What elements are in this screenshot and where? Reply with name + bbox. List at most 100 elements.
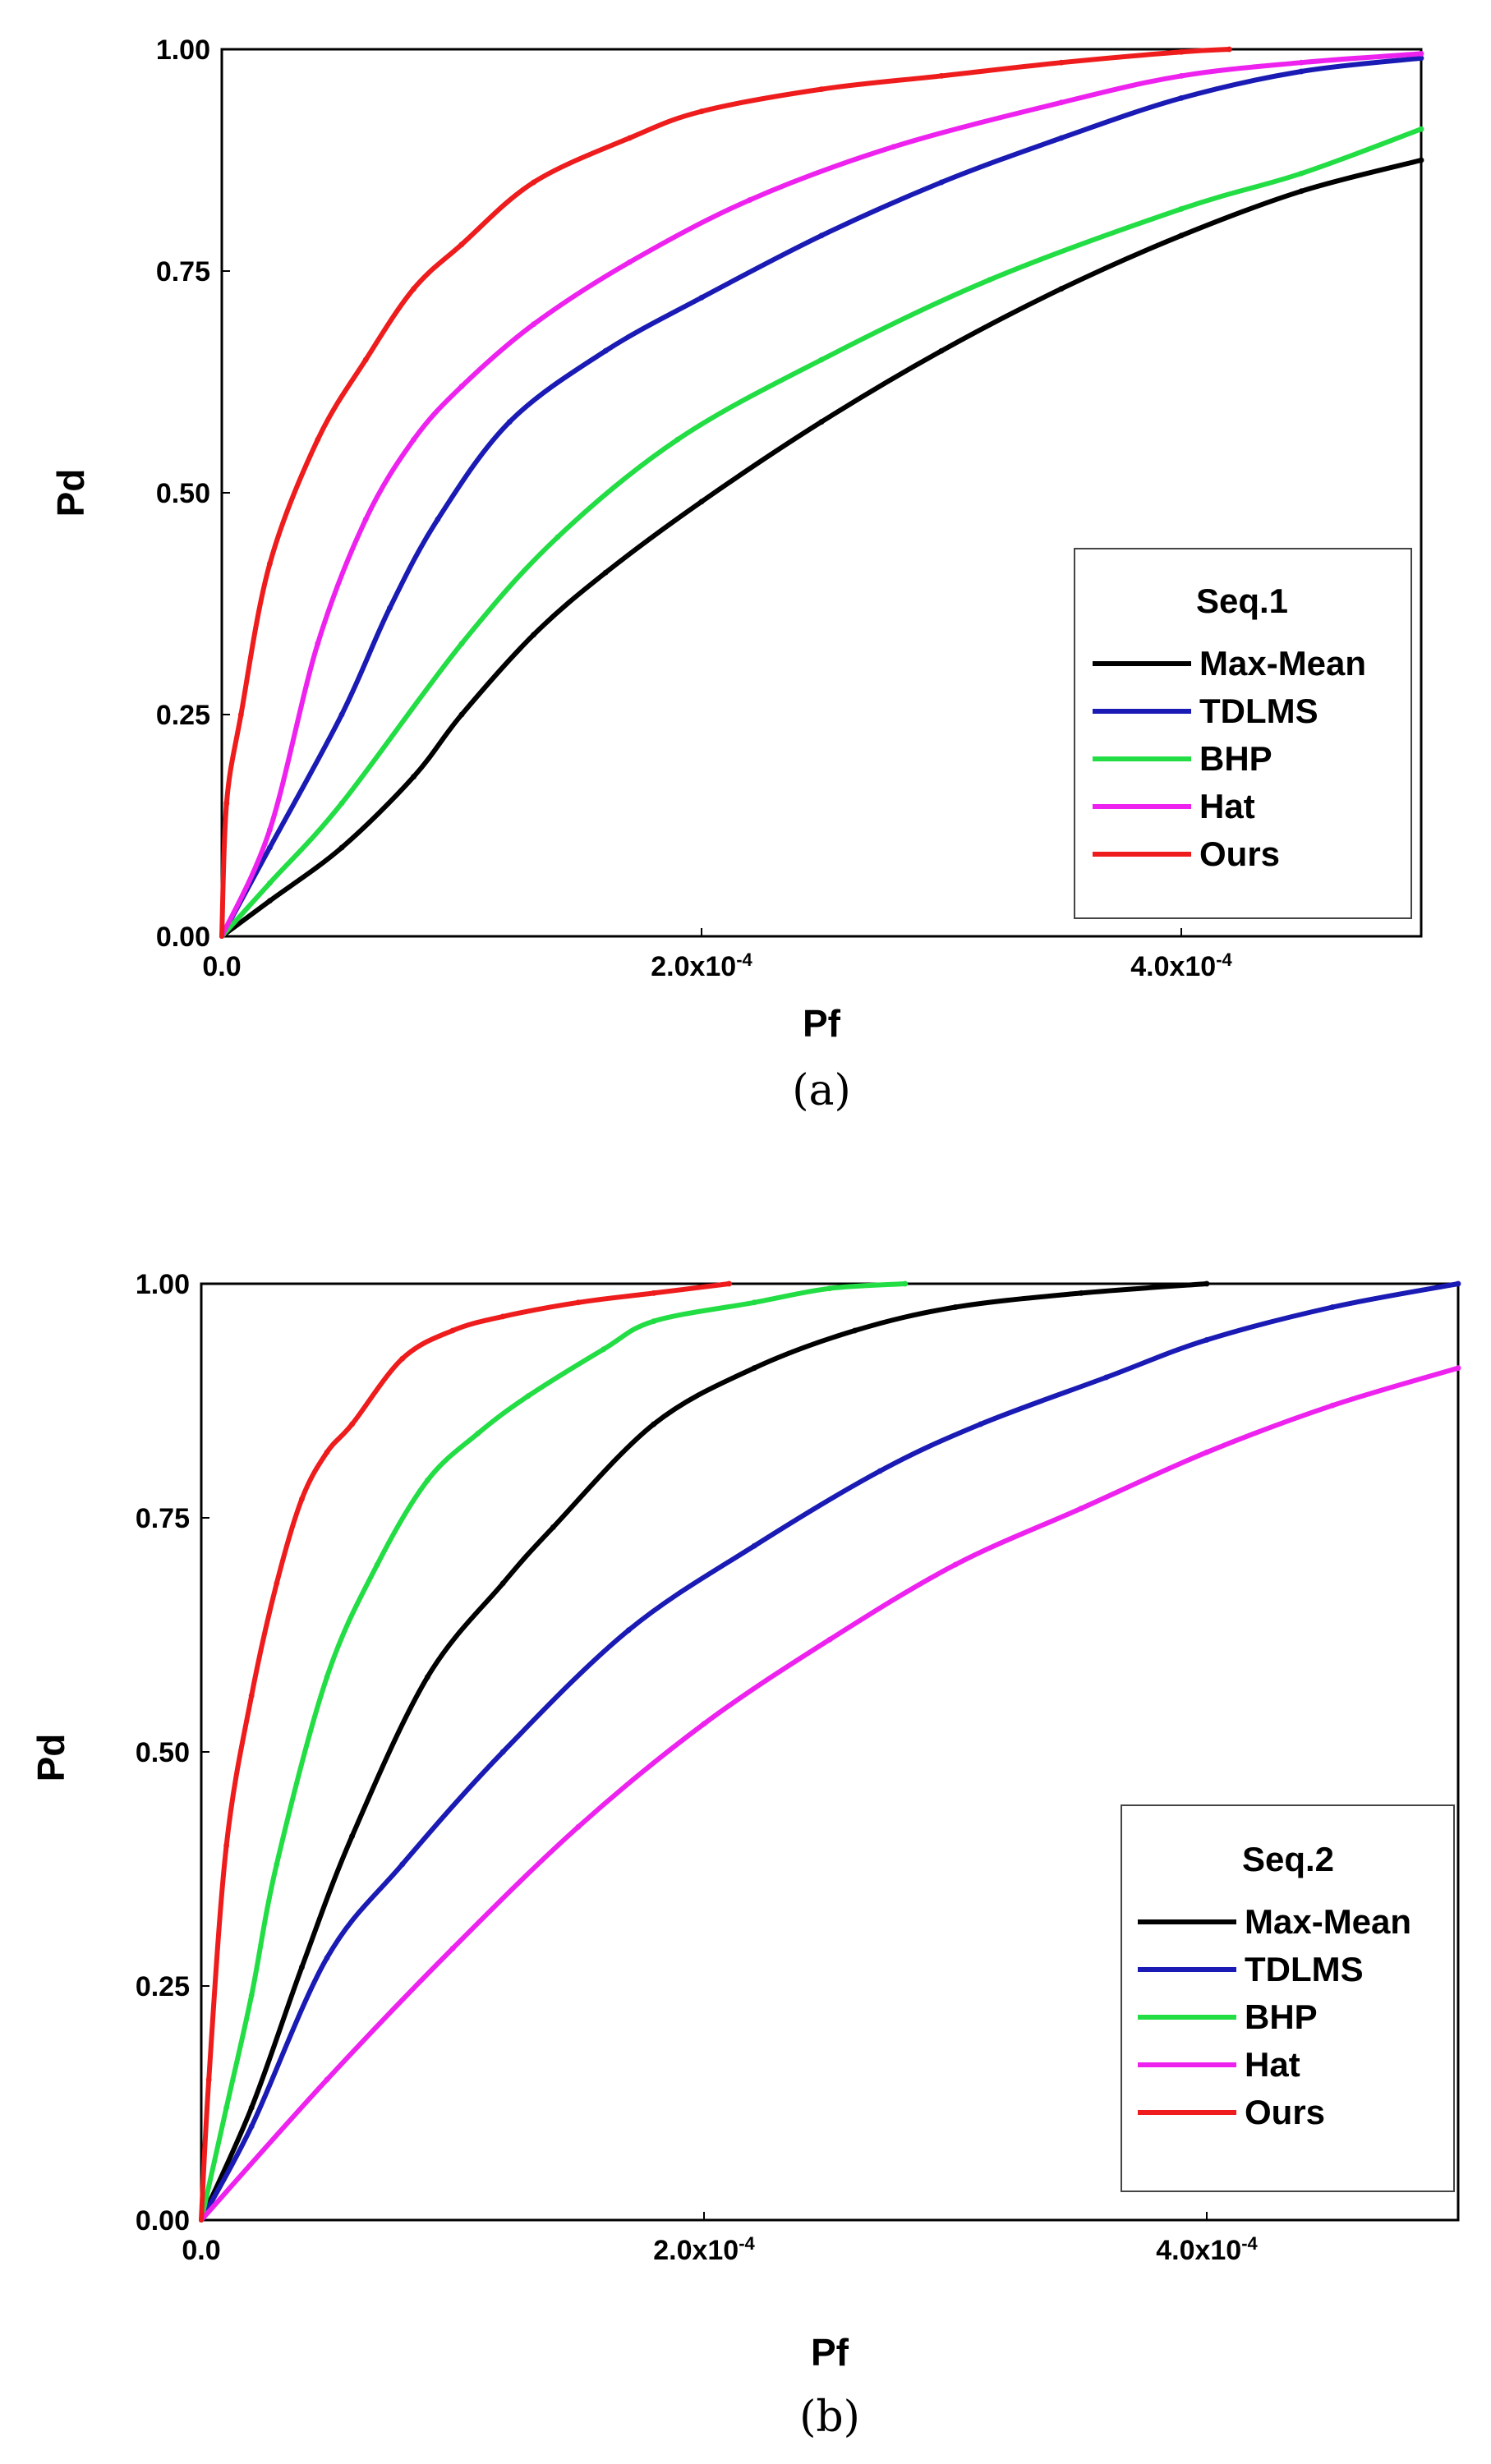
panel-label: (b) xyxy=(799,2393,860,2442)
data-point-ours xyxy=(223,800,230,807)
series-lines xyxy=(219,46,1424,939)
data-point-bhp xyxy=(1298,170,1305,177)
data-point-tdlms xyxy=(1455,1280,1461,1287)
x-tick-label: 2.0x10-4 xyxy=(651,949,752,983)
data-point-ours xyxy=(324,1449,330,1455)
data-point-max-mean xyxy=(952,1304,959,1310)
data-point-tdlms xyxy=(1058,135,1065,141)
data-point-ours xyxy=(223,1842,230,1849)
x-tick-label: 4.0x10-4 xyxy=(1156,2233,1258,2267)
data-point-tdlms xyxy=(1203,1336,1210,1343)
data-point-tdlms xyxy=(938,179,945,186)
x-ticks: 0.0 2.0x10-4 4.0x10-4 xyxy=(202,928,1233,983)
data-point-hat xyxy=(626,259,633,265)
data-point-max-mean xyxy=(1058,286,1065,292)
data-point-ours xyxy=(248,1693,255,1699)
data-point-ours xyxy=(274,1580,280,1587)
series-line-hat xyxy=(199,1365,1461,2223)
data-point-tdlms xyxy=(698,294,705,301)
legend: Seq.2 Max-Mean TDLMS BHP Hat Ours xyxy=(1121,1804,1455,2192)
y-tick-label: 0.00 xyxy=(156,922,210,953)
data-point-tdlms xyxy=(324,1955,330,1961)
data-point-ours xyxy=(298,1496,305,1502)
data-point-ours xyxy=(726,1280,733,1287)
legend-title: Seq.2 xyxy=(1242,1840,1334,1878)
data-point-bhp xyxy=(1418,126,1424,132)
data-point-ours xyxy=(266,560,273,567)
data-point-bhp xyxy=(902,1280,909,1287)
data-point-tdlms xyxy=(1298,68,1305,75)
legend-title: Seq.1 xyxy=(1196,582,1288,620)
data-point-tdlms xyxy=(818,232,825,239)
data-point-tdlms xyxy=(338,711,345,718)
data-point-hat xyxy=(531,321,537,328)
data-point-max-mean xyxy=(499,1580,506,1587)
legend-box xyxy=(1121,1804,1455,2192)
data-point-hat xyxy=(458,383,465,389)
y-tick-label: 1.00 xyxy=(156,34,210,66)
data-point-hat xyxy=(1078,1506,1084,1512)
data-point-bhp xyxy=(424,1477,430,1483)
x-tick-label: 2.0x10-4 xyxy=(653,2233,755,2267)
data-point-hat xyxy=(449,1945,456,1951)
data-point-max-mean xyxy=(531,632,537,638)
data-point-max-mean xyxy=(458,711,465,718)
legend-label-ours: Ours xyxy=(1245,2093,1325,2131)
data-point-tdlms xyxy=(506,419,513,425)
legend-label-max-mean: Max-Mean xyxy=(1245,1902,1411,1941)
series-line-ours xyxy=(199,1281,732,2223)
legend-label-bhp: BHP xyxy=(1199,739,1272,778)
y-tick-label: 0.00 xyxy=(136,2205,190,2236)
data-point-hat xyxy=(952,1561,959,1568)
chart-panel-a: 0.00 0.25 0.50 0.75 1.00 0.0 2.0x10-4 4.0x10-4… xyxy=(49,34,1424,1115)
data-point-ours xyxy=(818,86,825,93)
data-point-bhp xyxy=(223,2104,230,2111)
data-point-hat xyxy=(315,641,321,647)
data-point-max-mean xyxy=(1298,188,1305,195)
data-point-hat xyxy=(411,436,417,443)
data-point-ours xyxy=(458,241,465,248)
data-point-max-mean xyxy=(349,1833,356,1840)
data-point-ours xyxy=(626,135,633,141)
data-point-bhp xyxy=(338,800,345,807)
x-tick-label: 0.0 xyxy=(182,2235,220,2266)
data-point-hat xyxy=(890,144,897,150)
data-point-ours xyxy=(1178,48,1185,55)
data-point-hat xyxy=(826,1636,833,1643)
y-tick-label: 0.75 xyxy=(156,256,210,287)
data-point-tdlms xyxy=(602,347,609,354)
data-point-hat xyxy=(1058,99,1065,106)
series-lines xyxy=(199,1280,1461,2223)
data-point-hat xyxy=(1298,59,1305,66)
data-point-ours xyxy=(651,1289,657,1296)
data-point-tdlms xyxy=(625,1627,632,1634)
panel-label: (a) xyxy=(792,1066,851,1115)
data-point-tdlms xyxy=(248,2123,255,2130)
legend-label-hat: Hat xyxy=(1245,2045,1300,2084)
data-point-max-mean xyxy=(938,347,945,354)
y-axis-label: Pd xyxy=(49,469,92,517)
legend: Seq.1 Max-Mean TDLMS BHP Hat Ours xyxy=(1074,548,1412,919)
data-point-tdlms xyxy=(1418,55,1424,62)
data-point-bhp xyxy=(266,880,273,886)
data-point-hat xyxy=(1455,1365,1461,1372)
data-point-max-mean xyxy=(751,1365,757,1372)
x-tick-label: 4.0x10-4 xyxy=(1130,949,1232,983)
data-point-max-mean xyxy=(411,774,417,780)
data-point-max-mean xyxy=(298,1964,305,1970)
data-point-hat xyxy=(1203,1449,1210,1455)
data-point-ours xyxy=(315,436,321,443)
data-point-max-mean xyxy=(248,2104,255,2111)
data-point-max-mean xyxy=(550,1524,556,1530)
y-ticks: 0.00 0.25 0.50 0.75 1.00 xyxy=(156,34,230,953)
data-point-ours xyxy=(362,356,369,363)
data-point-tdlms xyxy=(978,1421,984,1427)
data-point-hat xyxy=(746,197,752,204)
data-point-bhp xyxy=(525,1393,532,1400)
x-axis-label: Pf xyxy=(811,2331,849,2374)
data-point-hat xyxy=(575,1823,582,1830)
data-point-bhp xyxy=(324,1674,330,1680)
legend-label-tdlms: TDLMS xyxy=(1199,692,1318,730)
data-point-ours xyxy=(205,2076,212,2083)
